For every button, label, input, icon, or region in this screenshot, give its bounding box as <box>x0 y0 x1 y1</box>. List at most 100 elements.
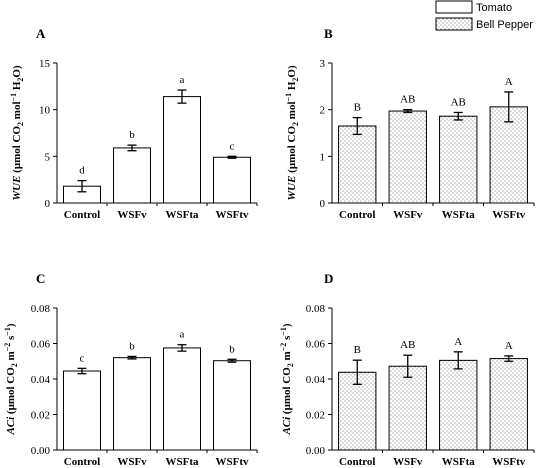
y-tick-label: 0.08 <box>306 303 326 315</box>
legend-swatch-tomato <box>435 0 473 14</box>
legend-swatch-bell-pepper <box>435 17 473 31</box>
bar-wsfv <box>388 110 427 204</box>
legend: Tomato Bell Pepper <box>435 0 533 31</box>
bar-wsftv <box>489 358 528 451</box>
significance-letter: B <box>354 344 361 356</box>
y-tick-label: 0.02 <box>31 410 50 422</box>
bar-wsftv <box>213 360 251 451</box>
chart-panel-a: 0 5 10 15 WUE (μmol CO2 mol−1 H2O) d Control b W… <box>9 58 258 221</box>
significance-letter: c <box>230 140 235 152</box>
error-bar <box>127 355 137 360</box>
bar-wsfv <box>388 365 427 451</box>
x-tick-label: WSFv <box>393 209 423 221</box>
y-tick-label: 0.06 <box>306 339 326 351</box>
y-tick-label: 3 <box>320 58 326 70</box>
bar-wsftv <box>213 156 251 204</box>
y-tick-label: 0.04 <box>306 374 326 386</box>
y-tick-label: 0.04 <box>31 374 51 386</box>
error-bar <box>177 344 187 352</box>
error-bar <box>403 109 413 114</box>
significance-letter: AB <box>400 94 415 106</box>
x-tick-label: WSFta <box>166 456 200 468</box>
x-tick-label: WSFta <box>166 209 200 221</box>
error-bar <box>504 91 514 123</box>
y-tick-label: 15 <box>39 58 51 70</box>
error-bar <box>77 367 87 375</box>
bar-wsfta <box>439 359 478 451</box>
chart-panel-c: 0.00 0.02 0.04 0.06 0.08 ACi (μmol CO2 m−2 s−… <box>3 303 258 468</box>
error-bar <box>177 89 187 104</box>
error-bar <box>504 355 514 362</box>
y-tick-label: 0.08 <box>31 303 51 315</box>
bar-control <box>63 370 101 451</box>
error-bar <box>352 359 362 385</box>
legend-label-tomato: Tomato <box>476 2 512 14</box>
y-tick-label: 0.02 <box>306 410 325 422</box>
legend-item-tomato: Tomato <box>435 0 512 14</box>
bar-control <box>338 371 377 451</box>
x-tick-label: WSFtv <box>216 456 250 468</box>
significance-letter: A <box>505 340 513 352</box>
significance-letter: B <box>354 102 361 114</box>
significance-letter: b <box>129 340 135 352</box>
x-tick-label: WSFta <box>442 456 476 468</box>
error-bar <box>453 111 463 121</box>
bar-wsfta <box>439 115 478 204</box>
y-axis-label: WUE (μmol CO2 mol−1 H2O) <box>9 65 25 201</box>
x-tick-label: Control <box>64 456 100 468</box>
significance-letter: d <box>79 165 85 177</box>
panel-letter-a: A <box>36 26 46 41</box>
x-tick-label: WSFv <box>117 209 147 221</box>
significance-letter: c <box>80 352 85 364</box>
significance-letter: b <box>229 343 235 355</box>
error-bar <box>453 351 463 370</box>
significance-letter: A <box>454 336 462 348</box>
panel-letter-b: B <box>324 26 333 41</box>
significance-letter: b <box>129 129 135 141</box>
bar-wsfv <box>113 357 151 451</box>
y-tick-label: 2 <box>320 105 326 117</box>
bar-wsfta <box>163 347 201 451</box>
x-tick-label: WSFta <box>442 209 476 221</box>
legend-item-bell-pepper: Bell Pepper <box>435 17 533 31</box>
y-tick-label: 0 <box>320 198 326 210</box>
y-axis-label: ACi (μmol CO2 m−2 s−1) <box>3 323 19 435</box>
error-bar <box>352 116 362 136</box>
chart-panel-b: 0 1 2 3 WUE (μmol CO2 mol−1 H2O) B Control AB WS… <box>284 58 535 221</box>
y-tick-label: 1 <box>320 151 326 163</box>
significance-letter: AB <box>400 339 415 351</box>
x-tick-label: WSFtv <box>492 456 526 468</box>
x-tick-label: WSFv <box>393 456 423 468</box>
error-bar <box>403 354 413 378</box>
y-tick-label: 0.00 <box>31 445 51 457</box>
y-tick-label: 0.06 <box>31 339 51 351</box>
significance-letter: AB <box>451 96 466 108</box>
x-tick-label: WSFtv <box>216 209 250 221</box>
x-tick-label: WSFv <box>117 456 147 468</box>
x-tick-label: Control <box>64 209 100 221</box>
error-bar <box>127 144 137 152</box>
error-bar <box>77 179 87 193</box>
y-tick-label: 0 <box>45 198 51 210</box>
error-bar <box>227 358 237 363</box>
panel-letter-c: C <box>36 271 45 286</box>
y-axis-label: ACi (μmol CO2 m−2 s−1) <box>279 323 295 435</box>
y-tick-label: 0.00 <box>306 445 326 457</box>
x-tick-label: Control <box>339 456 375 468</box>
significance-letter: A <box>505 76 513 88</box>
bar-wsfta <box>163 96 201 204</box>
x-tick-label: Control <box>339 209 375 221</box>
significance-letter: a <box>180 74 185 86</box>
y-axis-label: WUE (μmol CO2 mol−1 H2O) <box>284 65 300 201</box>
x-tick-label: WSFtv <box>492 209 526 221</box>
error-bar <box>227 155 237 159</box>
significance-letter: a <box>180 329 185 341</box>
bar-control <box>338 125 377 204</box>
y-tick-label: 5 <box>45 151 51 163</box>
panel-letter-d: D <box>324 271 333 286</box>
bar-wsfv <box>113 147 151 204</box>
y-tick-label: 10 <box>39 105 51 117</box>
chart-panel-d: 0.00 0.02 0.04 0.06 0.08 ACi (μmol CO2 m−2 s−… <box>279 303 535 468</box>
